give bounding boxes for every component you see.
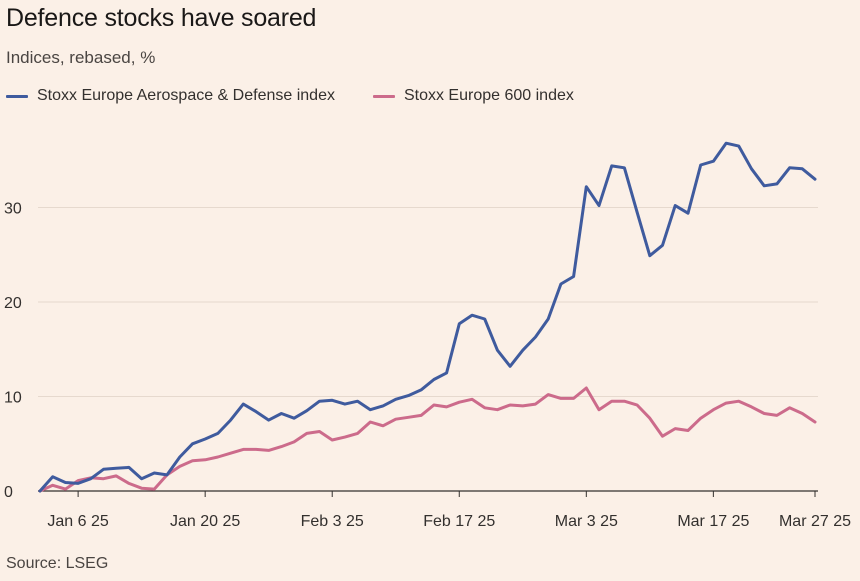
legend-label-aerospace: Stoxx Europe Aerospace & Defense index <box>37 87 335 104</box>
x-tick-label: Mar 17 25 <box>677 513 749 530</box>
x-tick-label: Feb 3 25 <box>301 513 364 530</box>
legend-swatch-aerospace <box>6 94 28 98</box>
gridlines <box>38 207 818 397</box>
y-tick-label: 20 <box>4 295 22 312</box>
legend-item-aerospace: Stoxx Europe Aerospace & Defense index <box>6 87 335 105</box>
x-axis: Jan 6 25 Jan 20 25 Feb 3 25 Feb 17 25 Mar 3 … <box>38 490 851 530</box>
series-line-stoxx600 <box>38 386 817 493</box>
legend-item-stoxx600: Stoxx Europe 600 index <box>372 87 574 105</box>
chart-subtitle: Indices, rebased, % <box>6 48 156 67</box>
x-tick-label: Mar 3 25 <box>555 513 618 530</box>
legend-label-stoxx600: Stoxx Europe 600 index <box>403 87 574 104</box>
series-line-aerospace <box>38 141 817 493</box>
x-tick-label: Jan 6 25 <box>47 513 108 530</box>
legend: Stoxx Europe Aerospace & Defense index S… <box>6 87 612 105</box>
y-axis-labels: 0 10 20 30 <box>4 201 22 502</box>
series-lines <box>38 141 817 493</box>
x-tick-label: Feb 17 25 <box>423 513 495 530</box>
y-tick-label: 10 <box>4 390 22 407</box>
x-tick-label: Mar 27 25 <box>779 513 851 530</box>
legend-swatch-stoxx600 <box>372 94 395 98</box>
y-tick-label: 0 <box>4 484 13 501</box>
source-note: Source: LSEG <box>6 555 109 572</box>
y-tick-label: 30 <box>4 201 22 218</box>
x-tick-label: Jan 20 25 <box>170 513 240 530</box>
chart-title: Defence stocks have soared <box>6 4 317 32</box>
